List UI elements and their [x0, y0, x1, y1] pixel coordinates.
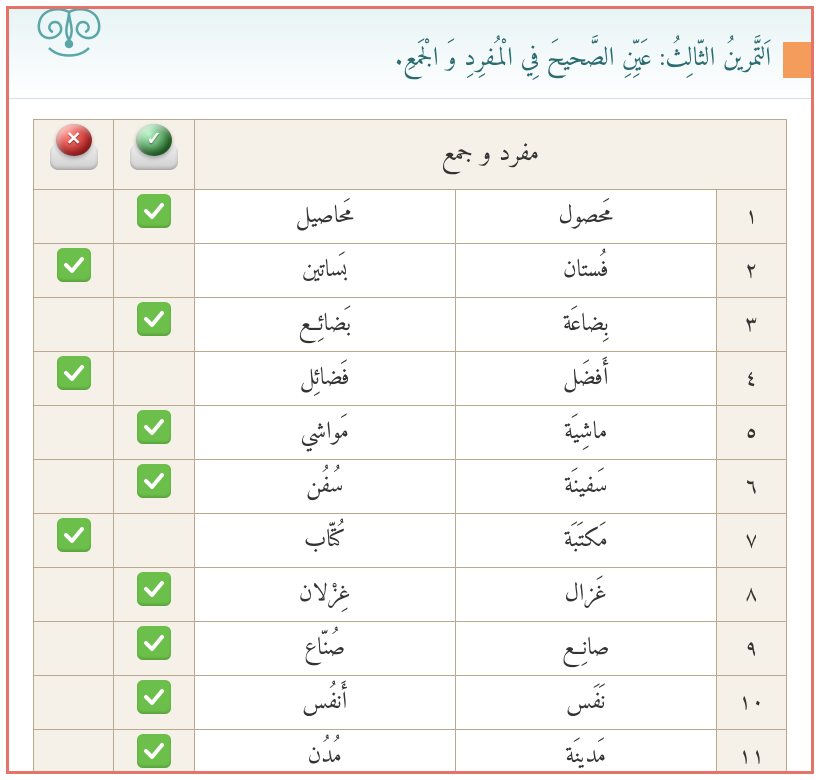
table-container: مفرد و جمع ✓ ✕ ١م — [9, 99, 811, 774]
singular-word: نَفَس — [455, 676, 716, 730]
singular-word: مَدينَة — [455, 730, 716, 775]
check-icon — [137, 194, 171, 228]
check-icon — [137, 572, 171, 606]
row-number: ٤ — [716, 352, 786, 406]
plural-word: مَحاصيل — [194, 190, 455, 244]
plural-word: غِزْلان — [194, 568, 455, 622]
row-number: ١ — [716, 190, 786, 244]
singular-word: مَكتَبَة — [455, 514, 716, 568]
check-icon — [57, 518, 91, 552]
plural-word: صُنّاع — [194, 622, 455, 676]
table-row: ١مَحصولمَحاصيل — [34, 190, 787, 244]
wrong-cell[interactable] — [34, 352, 114, 406]
correct-cell[interactable] — [114, 514, 194, 568]
exercise-title: اَلتَّمرينُ الثّالِثُ: عَيِّنِ الصَّحيحَ… — [395, 37, 771, 82]
table-row: ٥ماشِيَةمَواشي — [34, 406, 787, 460]
correct-cell[interactable] — [114, 622, 194, 676]
table-row: ٤أَفضَلفَضائِل — [34, 352, 787, 406]
plural-word: كُتّاب — [194, 514, 455, 568]
table-header-row: مفرد و جمع ✓ ✕ — [34, 120, 787, 190]
table-row: ٩صانِعصُنّاع — [34, 622, 787, 676]
row-number: ٩ — [716, 622, 786, 676]
exercise-page: اَلتَّمرينُ الثّالِثُ: عَيِّنِ الصَّحيحَ… — [6, 6, 814, 774]
correct-cell[interactable] — [114, 676, 194, 730]
singular-word: فُستان — [455, 244, 716, 298]
table-row: ٢فُستانبَساتين — [34, 244, 787, 298]
check-icon — [137, 464, 171, 498]
correct-button-header[interactable]: ✓ — [114, 120, 194, 190]
singular-word: غَزال — [455, 568, 716, 622]
wrong-cell[interactable] — [34, 730, 114, 775]
check-icon — [137, 626, 171, 660]
wrong-cell[interactable] — [34, 298, 114, 352]
table-body: ١مَحصولمَحاصيل٢فُستانبَساتين٣بِضاعَةبَضا… — [34, 190, 787, 775]
exercise-table: مفرد و جمع ✓ ✕ ١م — [33, 119, 787, 774]
check-icon — [137, 302, 171, 336]
correct-cell[interactable] — [114, 568, 194, 622]
orange-tab — [783, 42, 811, 78]
wrong-cell[interactable] — [34, 460, 114, 514]
wrong-button-header[interactable]: ✕ — [34, 120, 114, 190]
row-number: ١٠ — [716, 676, 786, 730]
wrong-cell[interactable] — [34, 676, 114, 730]
row-number: ٢ — [716, 244, 786, 298]
row-number: ٣ — [716, 298, 786, 352]
check-icon — [137, 680, 171, 714]
table-row: ٨غَزالغِزْلان — [34, 568, 787, 622]
plural-word: سُفُن — [194, 460, 455, 514]
row-number: ١١ — [716, 730, 786, 775]
header-main-label: مفرد و جمع — [194, 120, 786, 190]
correct-cell[interactable] — [114, 352, 194, 406]
singular-word: بِضاعَة — [455, 298, 716, 352]
wrong-cell[interactable] — [34, 244, 114, 298]
wrong-cell[interactable] — [34, 406, 114, 460]
correct-cell[interactable] — [114, 460, 194, 514]
correct-cell[interactable] — [114, 730, 194, 775]
plural-word: مَواشي — [194, 406, 455, 460]
plural-word: بَساتين — [194, 244, 455, 298]
correct-cell[interactable] — [114, 406, 194, 460]
plural-word: مُدُن — [194, 730, 455, 775]
singular-word: صانِع — [455, 622, 716, 676]
title-wrap: اَلتَّمرينُ الثّالِثُ: عَيِّنِ الصَّحيحَ… — [395, 37, 811, 82]
table-row: ١١مَدينَةمُدُن — [34, 730, 787, 775]
ornament-decoration — [19, 6, 119, 74]
table-row: ٣بِضاعَةبَضائِع — [34, 298, 787, 352]
correct-cell[interactable] — [114, 298, 194, 352]
plural-word: بَضائِع — [194, 298, 455, 352]
wrong-cell[interactable] — [34, 514, 114, 568]
singular-word: سَفينَة — [455, 460, 716, 514]
singular-word: أَفضَل — [455, 352, 716, 406]
row-number: ٨ — [716, 568, 786, 622]
plural-word: فَضائِل — [194, 352, 455, 406]
plural-word: أَنفُس — [194, 676, 455, 730]
row-number: ٧ — [716, 514, 786, 568]
correct-cell[interactable] — [114, 244, 194, 298]
wrong-cell[interactable] — [34, 622, 114, 676]
red-button-icon: ✕ — [48, 122, 100, 170]
header-band: اَلتَّمرينُ الثّالِثُ: عَيِّنِ الصَّحيحَ… — [9, 9, 811, 99]
check-icon — [57, 356, 91, 390]
singular-word: ماشِيَة — [455, 406, 716, 460]
row-number: ٥ — [716, 406, 786, 460]
singular-word: مَحصول — [455, 190, 716, 244]
row-number: ٦ — [716, 460, 786, 514]
table-row: ٦سَفينَةسُفُن — [34, 460, 787, 514]
check-icon — [137, 410, 171, 444]
wrong-cell[interactable] — [34, 190, 114, 244]
table-row: ٧مَكتَبَةكُتّاب — [34, 514, 787, 568]
wrong-cell[interactable] — [34, 568, 114, 622]
table-row: ١٠نَفَسأَنفُس — [34, 676, 787, 730]
green-button-icon: ✓ — [128, 122, 180, 170]
correct-cell[interactable] — [114, 190, 194, 244]
check-icon — [57, 248, 91, 282]
check-icon — [137, 734, 171, 768]
